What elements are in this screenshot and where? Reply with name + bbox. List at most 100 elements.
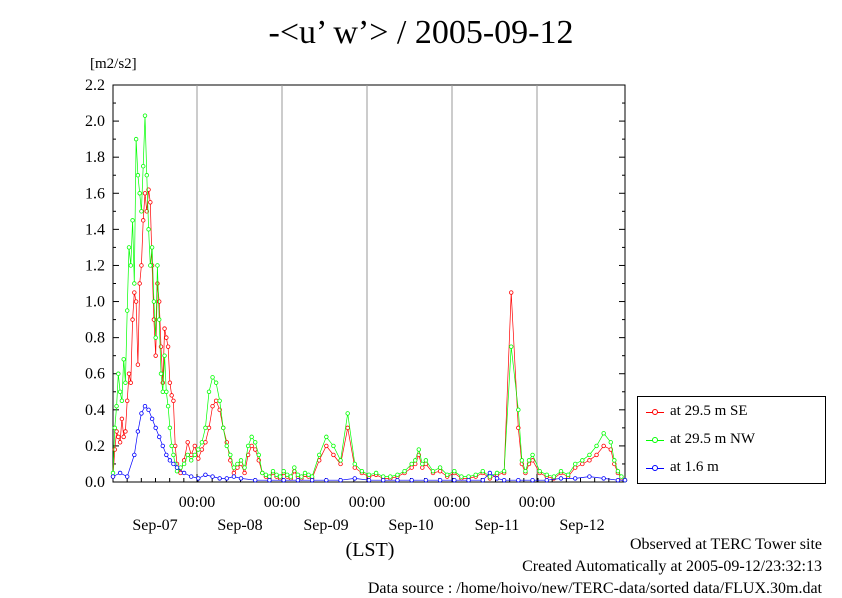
- legend-item-low: at 1.6 m: [646, 459, 719, 476]
- data-point: [173, 443, 178, 449]
- data-point: [126, 371, 132, 376]
- data-point: [309, 477, 315, 483]
- data-point: [494, 470, 500, 476]
- data-point: [260, 470, 265, 476]
- data-point: [402, 468, 407, 474]
- data-point: [121, 434, 126, 440]
- data-point: [114, 404, 119, 409]
- data-point: [112, 425, 117, 431]
- data-point: [160, 389, 165, 394]
- y-tick-label: 1.0: [85, 294, 105, 311]
- data-point: [253, 477, 258, 483]
- data-point: [160, 443, 165, 449]
- data-point: [117, 440, 123, 445]
- data-point: [114, 429, 119, 434]
- data-point: [558, 468, 564, 474]
- data-point: [530, 452, 535, 458]
- data-point: [164, 389, 169, 394]
- data-point: [420, 461, 425, 467]
- data-point: [235, 465, 240, 470]
- data-point: [594, 452, 599, 458]
- data-point: [157, 434, 162, 440]
- data-point: [352, 461, 357, 467]
- data-point: [178, 465, 183, 470]
- data-point: [155, 263, 160, 268]
- data-point: [256, 452, 261, 458]
- data-point: [587, 452, 592, 458]
- data-point: [142, 191, 148, 196]
- data-point: [242, 470, 247, 476]
- data-point: [199, 440, 205, 445]
- data-point: [132, 290, 137, 295]
- data-point: [288, 474, 293, 479]
- data-point: [544, 477, 549, 483]
- data-point: [420, 465, 425, 470]
- data-point: [128, 263, 133, 268]
- data-point: [167, 458, 173, 463]
- data-point: [231, 465, 237, 470]
- data-point: [148, 200, 153, 205]
- data-point: [167, 380, 173, 385]
- x-axis-label: (LST): [346, 539, 395, 561]
- data-point: [217, 476, 222, 481]
- data-point: [263, 472, 269, 477]
- data-point: [142, 113, 148, 118]
- y-tick-label: 2.0: [85, 113, 105, 130]
- data-point: [395, 472, 400, 477]
- data-point: [110, 474, 116, 479]
- data-point: [117, 389, 123, 394]
- data-point: [519, 458, 525, 463]
- y-tick-label: 1.4: [85, 221, 105, 238]
- data-point: [167, 425, 173, 431]
- data-point: [580, 461, 585, 467]
- data-point: [249, 434, 254, 440]
- data-point: [619, 474, 624, 479]
- data-point: [501, 468, 507, 474]
- data-point: [157, 317, 162, 322]
- legend-label-nw: at 29.5 m NW: [670, 431, 755, 447]
- data-point: [203, 472, 208, 477]
- data-point: [345, 411, 350, 416]
- data-point: [409, 465, 414, 470]
- data-point: [437, 468, 443, 474]
- data-point: [601, 476, 606, 481]
- data-point: [466, 474, 471, 479]
- data-point: [130, 218, 135, 223]
- data-point: [116, 371, 121, 376]
- data-point: [162, 353, 167, 358]
- data-point: [437, 477, 443, 483]
- footer-created: Created Automatically at 2005-09-12/23:3…: [522, 558, 822, 575]
- y-tick-label: 0.0: [85, 474, 105, 491]
- data-point: [587, 458, 592, 463]
- data-point: [231, 470, 237, 476]
- legend: at 29.5 m SE at 29.5 m NW at 1.6 m: [637, 396, 826, 484]
- data-point: [137, 281, 142, 286]
- data-point: [459, 474, 464, 479]
- legend-label-se: at 29.5 m SE: [670, 403, 748, 419]
- data-point: [501, 477, 507, 483]
- data-point: [409, 477, 414, 483]
- data-point: [516, 407, 521, 413]
- data-point: [352, 465, 357, 470]
- data-point: [324, 443, 329, 449]
- data-point: [253, 440, 258, 445]
- data-point: [125, 474, 130, 479]
- data-point: [116, 434, 121, 440]
- y-tick-label: 0.6: [85, 366, 105, 383]
- data-point: [324, 477, 329, 483]
- data-point: [544, 472, 549, 477]
- data-point: [267, 474, 272, 479]
- data-point: [331, 452, 336, 458]
- data-point: [119, 416, 125, 422]
- data-point: [231, 474, 237, 479]
- data-point: [601, 431, 606, 436]
- data-point: [253, 447, 258, 452]
- data-point: [274, 472, 279, 477]
- day-label: Sep-09: [303, 517, 348, 534]
- legend-item-nw: at 29.5 m NW: [646, 431, 755, 448]
- data-point: [245, 443, 251, 449]
- y-tick-label: 0.8: [85, 330, 105, 347]
- data-point: [299, 474, 304, 479]
- data-point: [153, 353, 158, 358]
- data-point: [210, 474, 215, 479]
